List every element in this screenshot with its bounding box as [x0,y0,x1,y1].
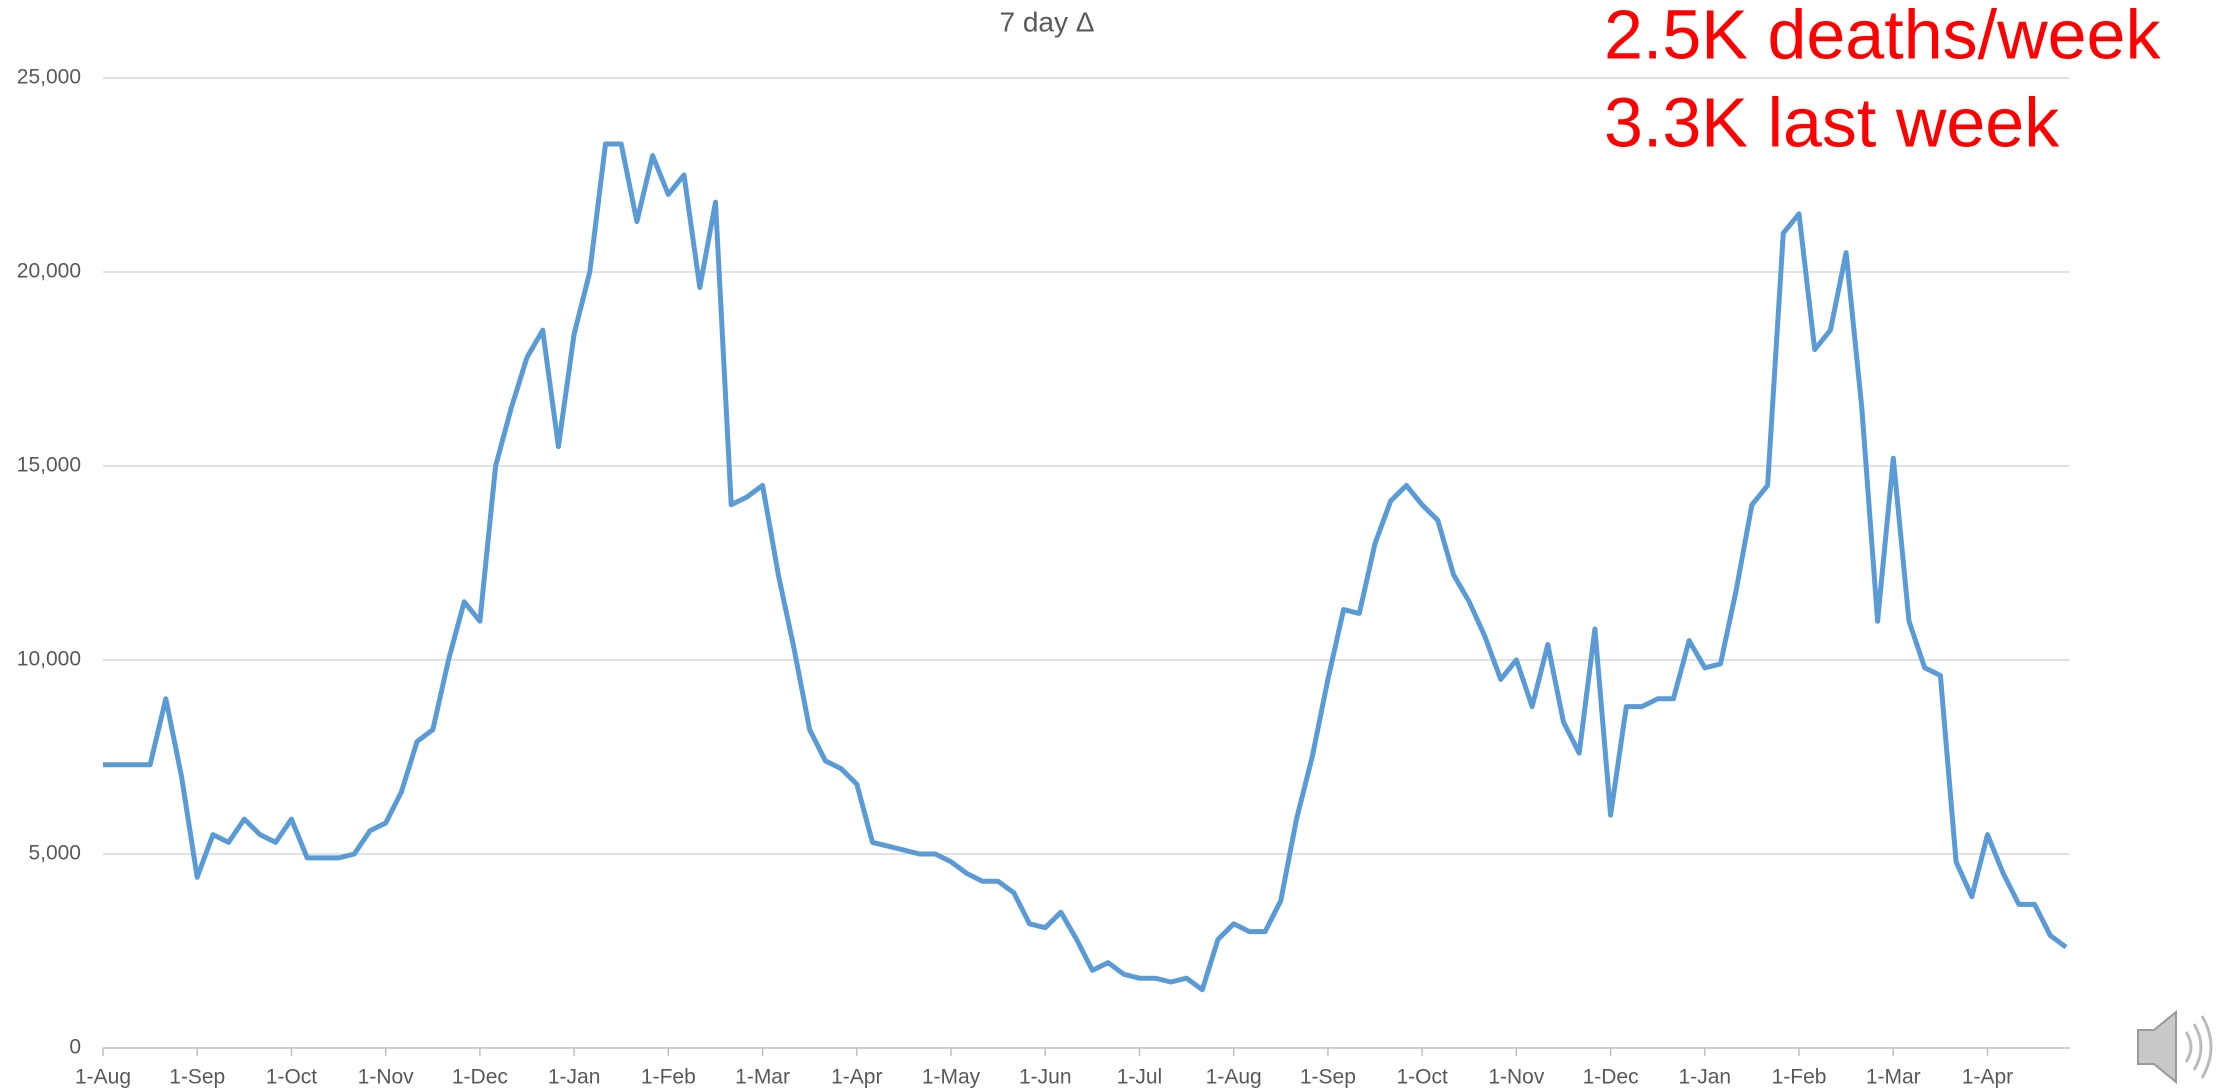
data-line [103,141,2068,993]
annotation: 2.5K deaths/week [1604,0,2161,73]
x-tick-label: 1-Oct [1396,1066,1448,1089]
y-tick-label: 5,000 [28,842,81,865]
speaker-icon[interactable] [2137,1009,2213,1085]
x-tick-label: 1-Jan [1679,1066,1732,1089]
y-tick-label: 15,000 [17,454,81,477]
x-tick-label: 1-Sep [1300,1066,1356,1089]
x-tick-label: 1-Mar [735,1066,790,1089]
y-tick-label: 20,000 [17,260,81,283]
x-tick-label: 1-Apr [831,1066,882,1089]
chart-title: 7 day Δ [1000,6,1095,37]
y-tick-label: 0 [69,1036,81,1059]
x-tick-label: 1-Dec [1583,1066,1639,1089]
annotation: 3.3K last week [1604,83,2060,161]
x-tick-label: 1-Sep [169,1066,225,1089]
x-tick-label: 1-Apr [1962,1066,2013,1089]
x-tick-label: 1-Jul [1117,1066,1163,1089]
x-tick-label: 1-Jan [548,1066,601,1089]
x-tick-label: 1-Nov [358,1066,415,1089]
x-tick-label: 1-Nov [1488,1066,1545,1089]
x-tick-label: 1-Dec [452,1066,508,1089]
x-tick-label: 1-Feb [641,1066,696,1089]
y-tick-label: 10,000 [17,648,81,671]
x-tick-label: 1-Feb [1772,1066,1827,1089]
x-tick-label: 1-Aug [75,1066,131,1089]
x-tick-label: 1-Oct [266,1066,318,1089]
y-tick-label: 25,000 [17,66,81,89]
x-tick-label: 1-Aug [1206,1066,1262,1089]
x-tick-label: 1-Mar [1866,1066,1921,1089]
x-tick-label: 1-Jun [1019,1066,1072,1089]
x-tick-label: 1-May [922,1066,981,1089]
